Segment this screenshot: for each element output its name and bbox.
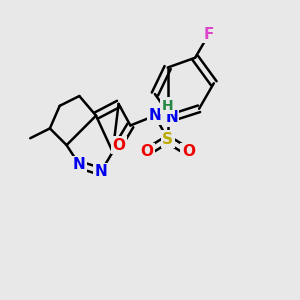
Text: N: N <box>165 110 178 125</box>
Text: O: O <box>141 145 154 160</box>
Text: N: N <box>148 108 161 123</box>
Text: N: N <box>94 164 107 179</box>
Text: O: O <box>182 145 195 160</box>
Text: O: O <box>112 138 125 153</box>
Text: H: H <box>162 99 173 113</box>
Text: H: H <box>162 99 173 113</box>
Text: N: N <box>73 157 86 172</box>
Text: S: S <box>162 132 173 147</box>
Text: F: F <box>204 27 214 42</box>
Text: N: N <box>148 108 161 123</box>
